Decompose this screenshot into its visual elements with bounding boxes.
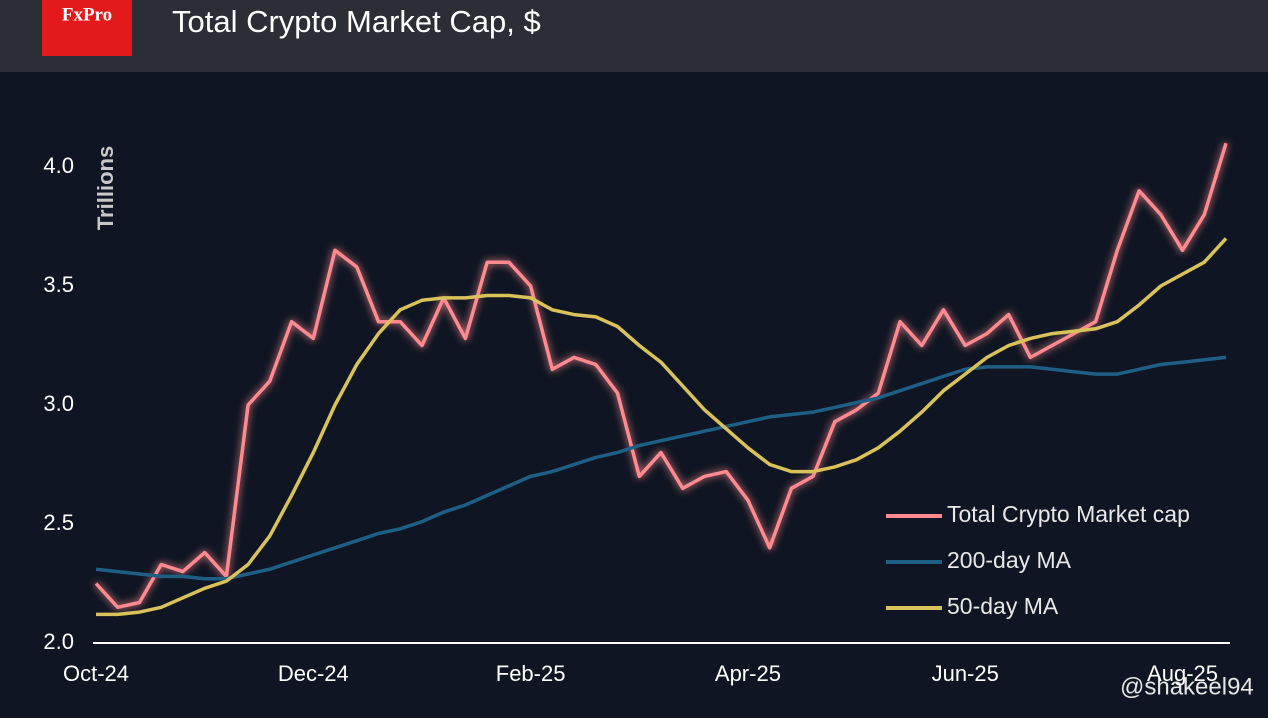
y-tick-label: 2.0 [43, 629, 74, 654]
x-tick-label: Oct-24 [63, 661, 129, 686]
x-tick-label: Feb-25 [496, 661, 566, 686]
x-tick-label: Jun-25 [932, 661, 999, 686]
x-tick-label: Apr-25 [715, 661, 781, 686]
legend-label: 200-day MA [947, 547, 1072, 573]
y-tick-label: 3.0 [43, 391, 74, 416]
series-line [95, 355, 1227, 581]
y-tick-label: 4.0 [43, 153, 74, 178]
legend-label: 50-day MA [947, 593, 1059, 619]
logo-box [42, 0, 132, 56]
header-bar [0, 0, 1268, 72]
x-tick-label: Dec-24 [278, 661, 349, 686]
series-line [94, 142, 1228, 610]
watermark: @shakeel94 [1120, 673, 1254, 700]
y-tick-label: 3.5 [43, 272, 74, 297]
logo: FxPro [62, 4, 112, 25]
chart-title: Total Crypto Market Cap, $ [172, 4, 541, 39]
series-line [96, 237, 1228, 617]
y-axis-label: Trillions [93, 146, 118, 230]
legend-label: Total Crypto Market cap [947, 501, 1190, 527]
x-tick-label: Aug-25 [1147, 661, 1218, 686]
y-tick-label: 2.5 [43, 510, 74, 535]
